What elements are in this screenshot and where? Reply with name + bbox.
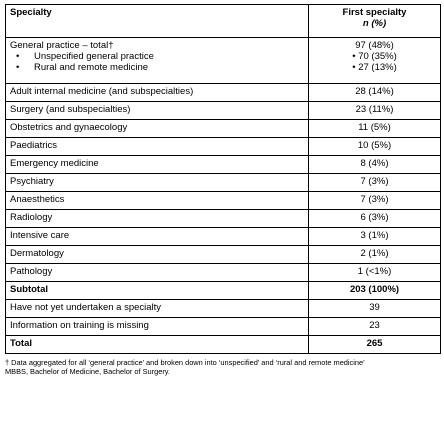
row-label: Have not yet undertaken a specialty [5,299,309,318]
total-value: 265 [308,335,441,354]
table-row: Psychiatry 7 (3%) [5,173,441,192]
header-n-percent: n (%) [362,18,387,29]
header-first-specialty: First specialty n (%) [308,4,441,38]
table-row: Pathology 1 (<1%) [5,263,441,282]
row-label: Information on training is missing [5,317,309,336]
row-label: Pathology [5,263,309,282]
row-label: Emergency medicine [5,155,309,174]
sub-item-label: Rural and remote medicine [34,62,149,73]
table-row: Information on training is missing 23 [5,317,441,336]
row-value: 1 (<1%) [308,263,441,282]
row-label: Intensive care [5,227,309,246]
table-notes: † Data aggregated for all ‘general pract… [5,358,440,376]
row-value: 7 (3%) [308,173,441,192]
subtotal-value: 203 (100%) [308,281,441,300]
table-row: Anaesthetics 7 (3%) [5,191,441,210]
sub-item-value: • 70 (35%) [352,51,397,62]
table-row: Dermatology 2 (1%) [5,245,441,264]
specialty-table: Specialty First specialty n (%) General … [5,4,441,354]
table-row: Emergency medicine 8 (4%) [5,155,441,174]
row-value: 11 (5%) [308,119,441,138]
row-value: 10 (5%) [308,137,441,156]
general-practice-label: General practice – total† [10,40,114,51]
table-row: Intensive care 3 (1%) [5,227,441,246]
specialty-table-container: Specialty First specialty n (%) General … [5,4,441,376]
row-value: 7 (3%) [308,191,441,210]
row-label: Surgery (and subspecialties) [5,101,309,120]
header-first-specialty-label: First specialty [342,7,407,18]
row-label: Paediatrics [5,137,309,156]
table-row: Obstetrics and gynaecology 11 (5%) [5,119,441,138]
sub-item-rural: • Rural and remote medicine [10,62,304,73]
table-row: Have not yet undertaken a specialty 39 [5,299,441,318]
row-value: 6 (3%) [308,209,441,228]
bullet-icon: • [16,51,20,62]
sub-item-value: • 27 (13%) [352,62,397,73]
sub-item-unspecified: • Unspecified general practice [10,51,304,62]
general-practice-cell: General practice – total† • Unspecified g… [5,37,309,84]
row-value: 39 [308,299,441,318]
table-row: Surgery (and subspecialties) 23 (11%) [5,101,441,120]
table-row: Radiology 6 (3%) [5,209,441,228]
header-specialty: Specialty [5,4,309,38]
general-practice-values: 97 (48%) • 70 (35%) • 27 (13%) [308,37,441,84]
table-row: Paediatrics 10 (5%) [5,137,441,156]
row-label: Radiology [5,209,309,228]
row-value: 3 (1%) [308,227,441,246]
row-label: Psychiatry [5,173,309,192]
row-value: 2 (1%) [308,245,441,264]
bullet-icon: • [16,62,20,73]
footnote: † Data aggregated for all ‘general pract… [5,358,365,367]
subtotal-label: Subtotal [5,281,309,300]
row-label: Obstetrics and gynaecology [5,119,309,138]
row-label: Anaesthetics [5,191,309,210]
sub-item-label: Unspecified general practice [34,51,154,62]
row-label: Dermatology [5,245,309,264]
table-row-general-practice: General practice – total† • Unspecified g… [5,37,441,84]
general-practice-value: 97 (48%) [355,40,394,51]
total-label: Total [5,335,309,354]
table-row: Adult internal medicine (and subspecialt… [5,83,441,102]
row-value: 28 (14%) [308,83,441,102]
row-value: 8 (4%) [308,155,441,174]
row-label: Adult internal medicine (and subspecialt… [5,83,309,102]
row-value: 23 (11%) [308,101,441,120]
abbreviation-note: MBBS, Bachelor of Medicine, Bachelor of … [5,367,170,377]
table-row-subtotal: Subtotal 203 (100%) [5,281,441,300]
row-value: 23 [308,317,441,336]
table-row-total: Total 265 [5,335,441,354]
table-header-row: Specialty First specialty n (%) [5,4,441,38]
